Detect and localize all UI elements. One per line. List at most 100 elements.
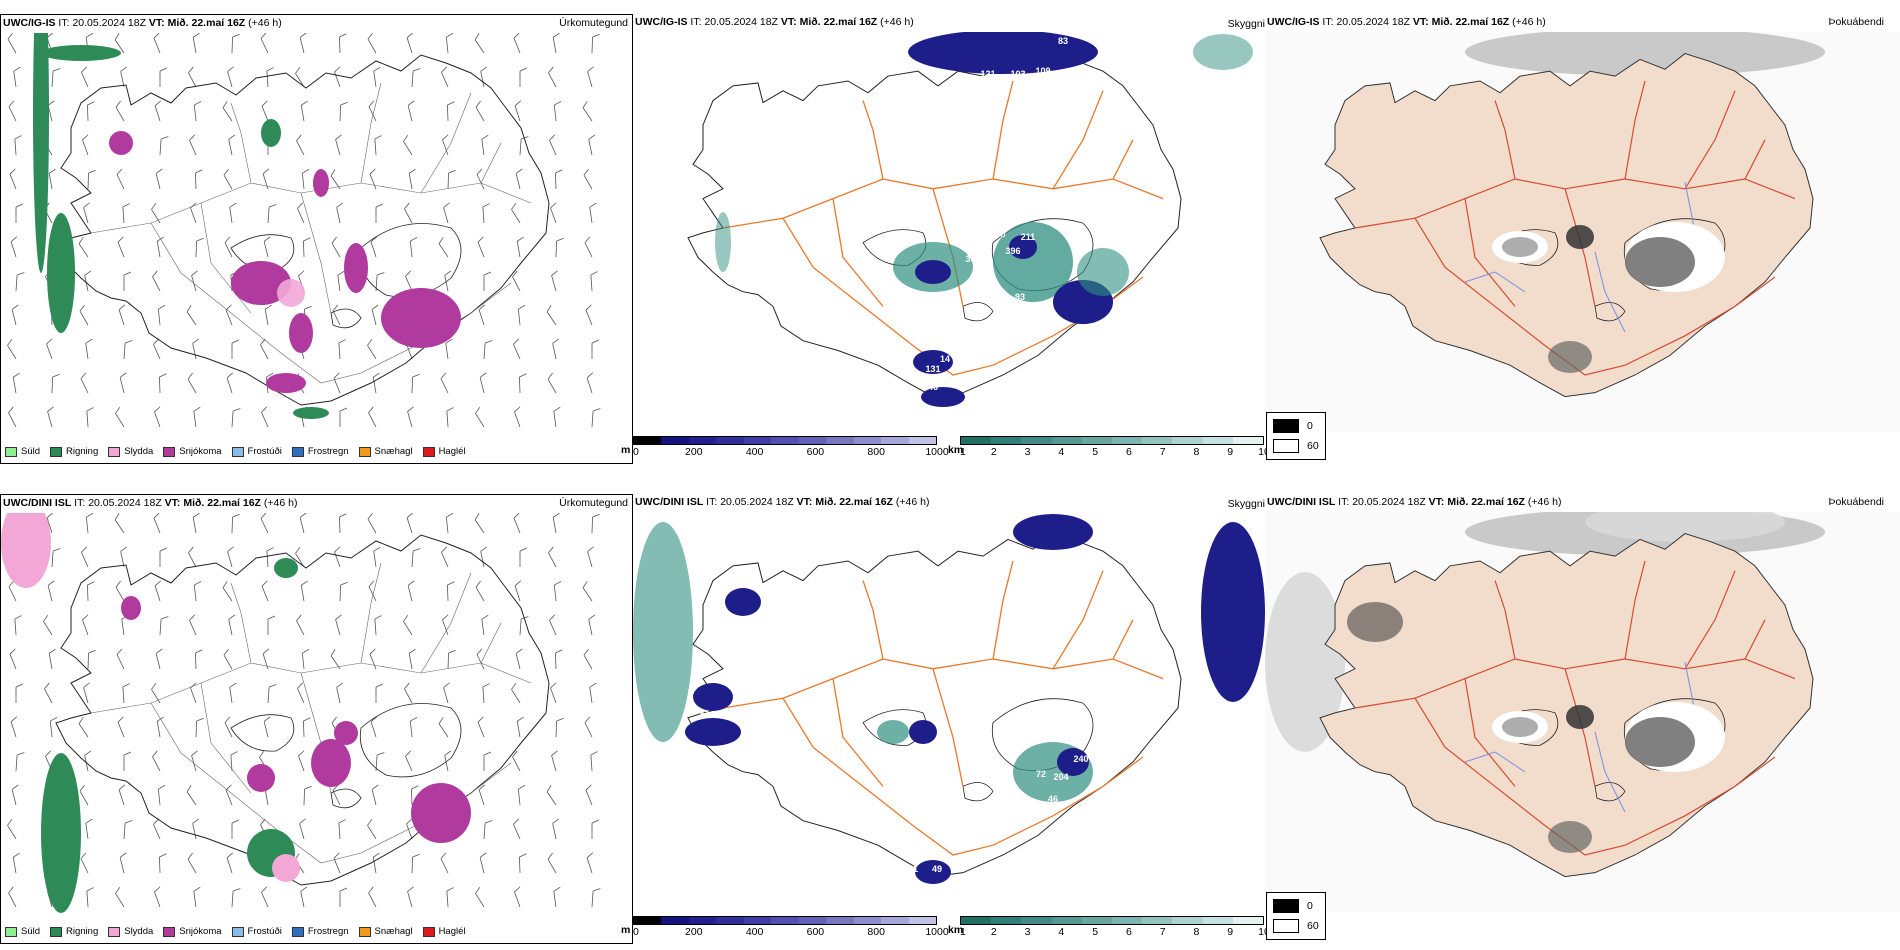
- wind-barb: [191, 270, 198, 292]
- wind-barb: [51, 548, 61, 568]
- wind-barb: [584, 236, 593, 258]
- wind-barb: [407, 580, 415, 602]
- colorbar-cell: [826, 917, 854, 924]
- wind-barb: [79, 304, 89, 326]
- wind-barb: [512, 750, 521, 772]
- wind-barb: [193, 886, 201, 908]
- legend-item: Snæhagl: [358, 926, 413, 937]
- wind-barb: [335, 134, 342, 156]
- wind-barb: [447, 101, 455, 122]
- wind-barb: [512, 270, 521, 292]
- field-patch: [313, 169, 329, 197]
- wind-barb: [442, 134, 449, 156]
- colorbar-unit: km: [948, 444, 964, 456]
- wind-barb: [225, 784, 233, 806]
- wind-barb: [511, 202, 521, 224]
- fog-key-swatch: [1273, 899, 1299, 913]
- wind-barb: [222, 101, 233, 122]
- wind-barb: [224, 716, 233, 738]
- wind-barb: [227, 66, 234, 88]
- field-patch: [411, 783, 471, 843]
- road: [722, 658, 1164, 709]
- fog-map: [1265, 32, 1900, 432]
- legend-swatch: [5, 926, 17, 937]
- wind-barb: [83, 202, 90, 224]
- wind-barb: [14, 135, 22, 156]
- visibility-label: 46: [1048, 794, 1058, 804]
- legend-label: Súld: [21, 446, 41, 457]
- road: [420, 572, 472, 674]
- field-patch: [311, 739, 351, 787]
- wind-barb: [295, 546, 305, 568]
- fog-key-value: 60: [1307, 440, 1319, 452]
- wind-barb: [225, 304, 233, 326]
- wind-barb: [151, 682, 161, 704]
- legend-swatch: [108, 446, 121, 457]
- wind-barb: [114, 33, 125, 54]
- wind-barb: [331, 236, 341, 258]
- road: [832, 678, 884, 787]
- wind-barb: [47, 406, 54, 428]
- wind-barb: [190, 202, 197, 224]
- wind-barb: [193, 406, 201, 428]
- wind-barb: [118, 784, 126, 806]
- wind-barb: [47, 100, 55, 122]
- wind-barb: [154, 580, 162, 602]
- wind-barb: [483, 271, 492, 291]
- wind-barb: [195, 169, 203, 190]
- wind-barb: [303, 717, 311, 738]
- wind-barb: [591, 33, 600, 54]
- wind-barb: [9, 648, 17, 670]
- wind-barb: [228, 614, 236, 636]
- wind-barb: [482, 203, 490, 224]
- wind-barb: [159, 547, 168, 567]
- visibility-label: 51: [700, 709, 710, 719]
- colorbar-tick: 9: [1227, 926, 1234, 938]
- wind-barb: [192, 513, 200, 534]
- legend-item: Snjókoma: [163, 446, 222, 457]
- wind-barb: [231, 339, 240, 359]
- wind-barb: [585, 304, 593, 326]
- visibility-map: 64 51 86 51 69 47 81 166 72 204 240 46 45 51 49: [633, 514, 1265, 884]
- wind-barb: [550, 682, 557, 704]
- wind-barb: [370, 236, 378, 258]
- road: [782, 697, 1144, 856]
- wind-barb: [192, 33, 200, 54]
- wind-barb: [303, 237, 311, 258]
- field-patch: [1548, 821, 1592, 853]
- colorbar-tick: 3: [1024, 926, 1031, 938]
- wind-barb: [553, 886, 561, 908]
- wind-barb: [373, 66, 381, 88]
- road: [1464, 678, 1516, 787]
- wind-barb: [157, 785, 166, 806]
- legend-label: Snæhagl: [374, 446, 413, 457]
- wind-barb: [159, 616, 169, 636]
- road: [420, 92, 472, 194]
- colorbar-unit: m: [621, 924, 631, 936]
- wind-barb: [368, 886, 377, 908]
- colorbar-cell: [1021, 917, 1052, 924]
- wind-barb: [231, 513, 240, 534]
- wind-barb: [483, 820, 493, 840]
- visibility-label: 41: [1028, 309, 1038, 319]
- legend-item: Haglél: [422, 926, 466, 937]
- wind-barb: [405, 270, 413, 292]
- wind-barb: [261, 580, 269, 602]
- visibility-label: 81: [1008, 747, 1018, 757]
- wind-barb: [15, 203, 24, 223]
- wind-barb: [120, 546, 128, 568]
- colorbar-tick: 400: [745, 446, 764, 458]
- wind-barb: [515, 168, 523, 190]
- legend-swatch: [231, 926, 244, 937]
- legend-item: Haglél: [422, 446, 466, 457]
- colorbar-cell: [961, 917, 992, 924]
- wind-barb: [368, 580, 377, 602]
- road: [1744, 619, 1766, 660]
- wind-barb: [120, 66, 128, 88]
- wind-barb: [513, 513, 521, 534]
- road: [992, 80, 1014, 180]
- wind-barb: [519, 547, 528, 567]
- wind-barb: [407, 406, 414, 428]
- visibility-label: 103: [1010, 69, 1025, 79]
- wind-barb: [230, 751, 238, 772]
